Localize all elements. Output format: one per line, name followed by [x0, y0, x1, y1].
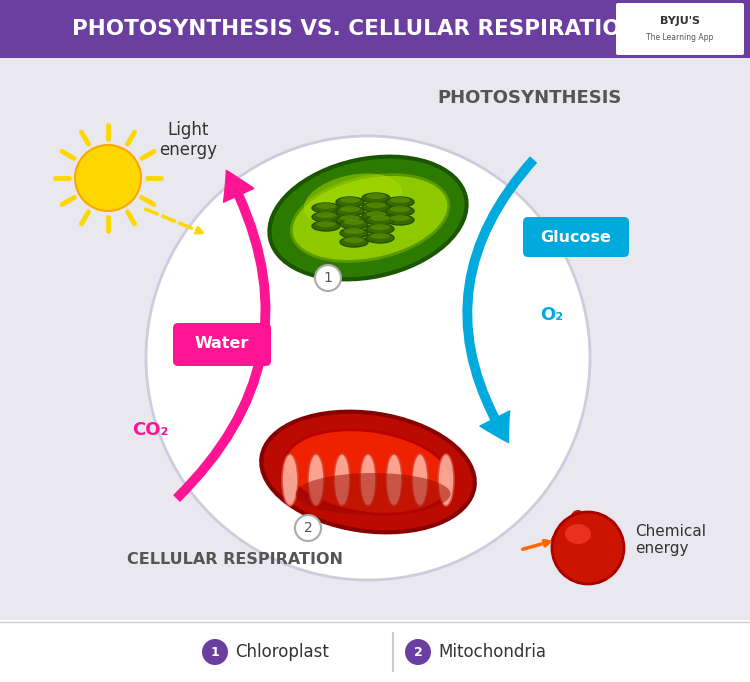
- Ellipse shape: [312, 212, 340, 222]
- Ellipse shape: [366, 215, 394, 225]
- Ellipse shape: [334, 454, 350, 506]
- Text: The Learning App: The Learning App: [646, 33, 714, 42]
- Ellipse shape: [412, 454, 428, 506]
- Ellipse shape: [261, 412, 475, 533]
- Ellipse shape: [336, 206, 364, 216]
- Circle shape: [202, 639, 228, 665]
- Ellipse shape: [562, 563, 578, 577]
- Text: Water: Water: [195, 336, 249, 351]
- Ellipse shape: [340, 197, 360, 203]
- Ellipse shape: [390, 206, 410, 212]
- Ellipse shape: [362, 193, 390, 203]
- FancyBboxPatch shape: [616, 3, 744, 55]
- FancyArrowPatch shape: [174, 170, 270, 501]
- Text: Mitochondria: Mitochondria: [438, 643, 546, 661]
- FancyArrowPatch shape: [463, 158, 536, 443]
- Ellipse shape: [386, 197, 414, 207]
- Ellipse shape: [336, 215, 364, 225]
- Text: O₂: O₂: [541, 306, 563, 324]
- Ellipse shape: [386, 215, 414, 225]
- Ellipse shape: [312, 203, 340, 213]
- Ellipse shape: [340, 237, 368, 247]
- Ellipse shape: [269, 157, 466, 280]
- FancyBboxPatch shape: [0, 0, 750, 58]
- Circle shape: [552, 512, 624, 584]
- Text: PHOTOSYNTHESIS VS. CELLULAR RESPIRATION: PHOTOSYNTHESIS VS. CELLULAR RESPIRATION: [72, 19, 638, 39]
- FancyBboxPatch shape: [0, 620, 750, 682]
- Text: 2: 2: [414, 645, 422, 659]
- Ellipse shape: [336, 197, 364, 207]
- Ellipse shape: [370, 215, 390, 221]
- Ellipse shape: [438, 454, 454, 506]
- Ellipse shape: [366, 224, 394, 234]
- FancyBboxPatch shape: [523, 217, 629, 257]
- Text: CELLULAR RESPIRATION: CELLULAR RESPIRATION: [127, 552, 343, 567]
- Ellipse shape: [370, 224, 390, 230]
- Ellipse shape: [360, 454, 376, 506]
- Ellipse shape: [344, 219, 364, 225]
- Ellipse shape: [386, 206, 414, 216]
- Text: 1: 1: [323, 271, 332, 285]
- Ellipse shape: [316, 203, 336, 209]
- Ellipse shape: [308, 454, 324, 506]
- Text: 1: 1: [211, 645, 219, 659]
- Ellipse shape: [296, 473, 451, 515]
- Ellipse shape: [304, 173, 402, 226]
- Ellipse shape: [590, 569, 606, 584]
- Ellipse shape: [390, 215, 410, 221]
- Ellipse shape: [316, 212, 336, 218]
- Text: Glucose: Glucose: [541, 230, 611, 245]
- Text: PHOTOSYNTHESIS: PHOTOSYNTHESIS: [438, 89, 622, 107]
- Circle shape: [146, 136, 590, 580]
- Text: Chemical
energy: Chemical energy: [635, 524, 706, 557]
- Ellipse shape: [362, 202, 390, 212]
- Ellipse shape: [316, 221, 336, 227]
- Ellipse shape: [366, 211, 386, 217]
- Circle shape: [315, 265, 341, 291]
- Circle shape: [75, 145, 141, 211]
- Ellipse shape: [362, 211, 390, 221]
- Ellipse shape: [390, 197, 410, 203]
- Text: Chloroplast: Chloroplast: [235, 643, 328, 661]
- Ellipse shape: [366, 233, 394, 243]
- Text: Light
energy: Light energy: [159, 121, 217, 160]
- Ellipse shape: [565, 524, 591, 544]
- Ellipse shape: [340, 219, 368, 229]
- Ellipse shape: [599, 519, 616, 533]
- Ellipse shape: [284, 430, 452, 514]
- Ellipse shape: [551, 533, 569, 546]
- Ellipse shape: [340, 206, 360, 212]
- Text: CO₂: CO₂: [132, 421, 168, 439]
- Circle shape: [295, 515, 321, 541]
- Ellipse shape: [386, 454, 402, 506]
- Ellipse shape: [366, 202, 386, 208]
- Ellipse shape: [340, 215, 360, 221]
- Ellipse shape: [370, 233, 390, 239]
- Circle shape: [405, 639, 431, 665]
- Ellipse shape: [344, 237, 364, 243]
- Ellipse shape: [291, 175, 448, 261]
- Text: 2: 2: [304, 521, 312, 535]
- Ellipse shape: [282, 454, 298, 506]
- Ellipse shape: [340, 228, 368, 238]
- Ellipse shape: [312, 221, 340, 231]
- Ellipse shape: [344, 228, 364, 234]
- Text: BYJU'S: BYJU'S: [660, 16, 700, 26]
- Ellipse shape: [601, 554, 619, 568]
- Ellipse shape: [366, 193, 386, 199]
- FancyBboxPatch shape: [173, 323, 271, 366]
- Ellipse shape: [571, 510, 586, 526]
